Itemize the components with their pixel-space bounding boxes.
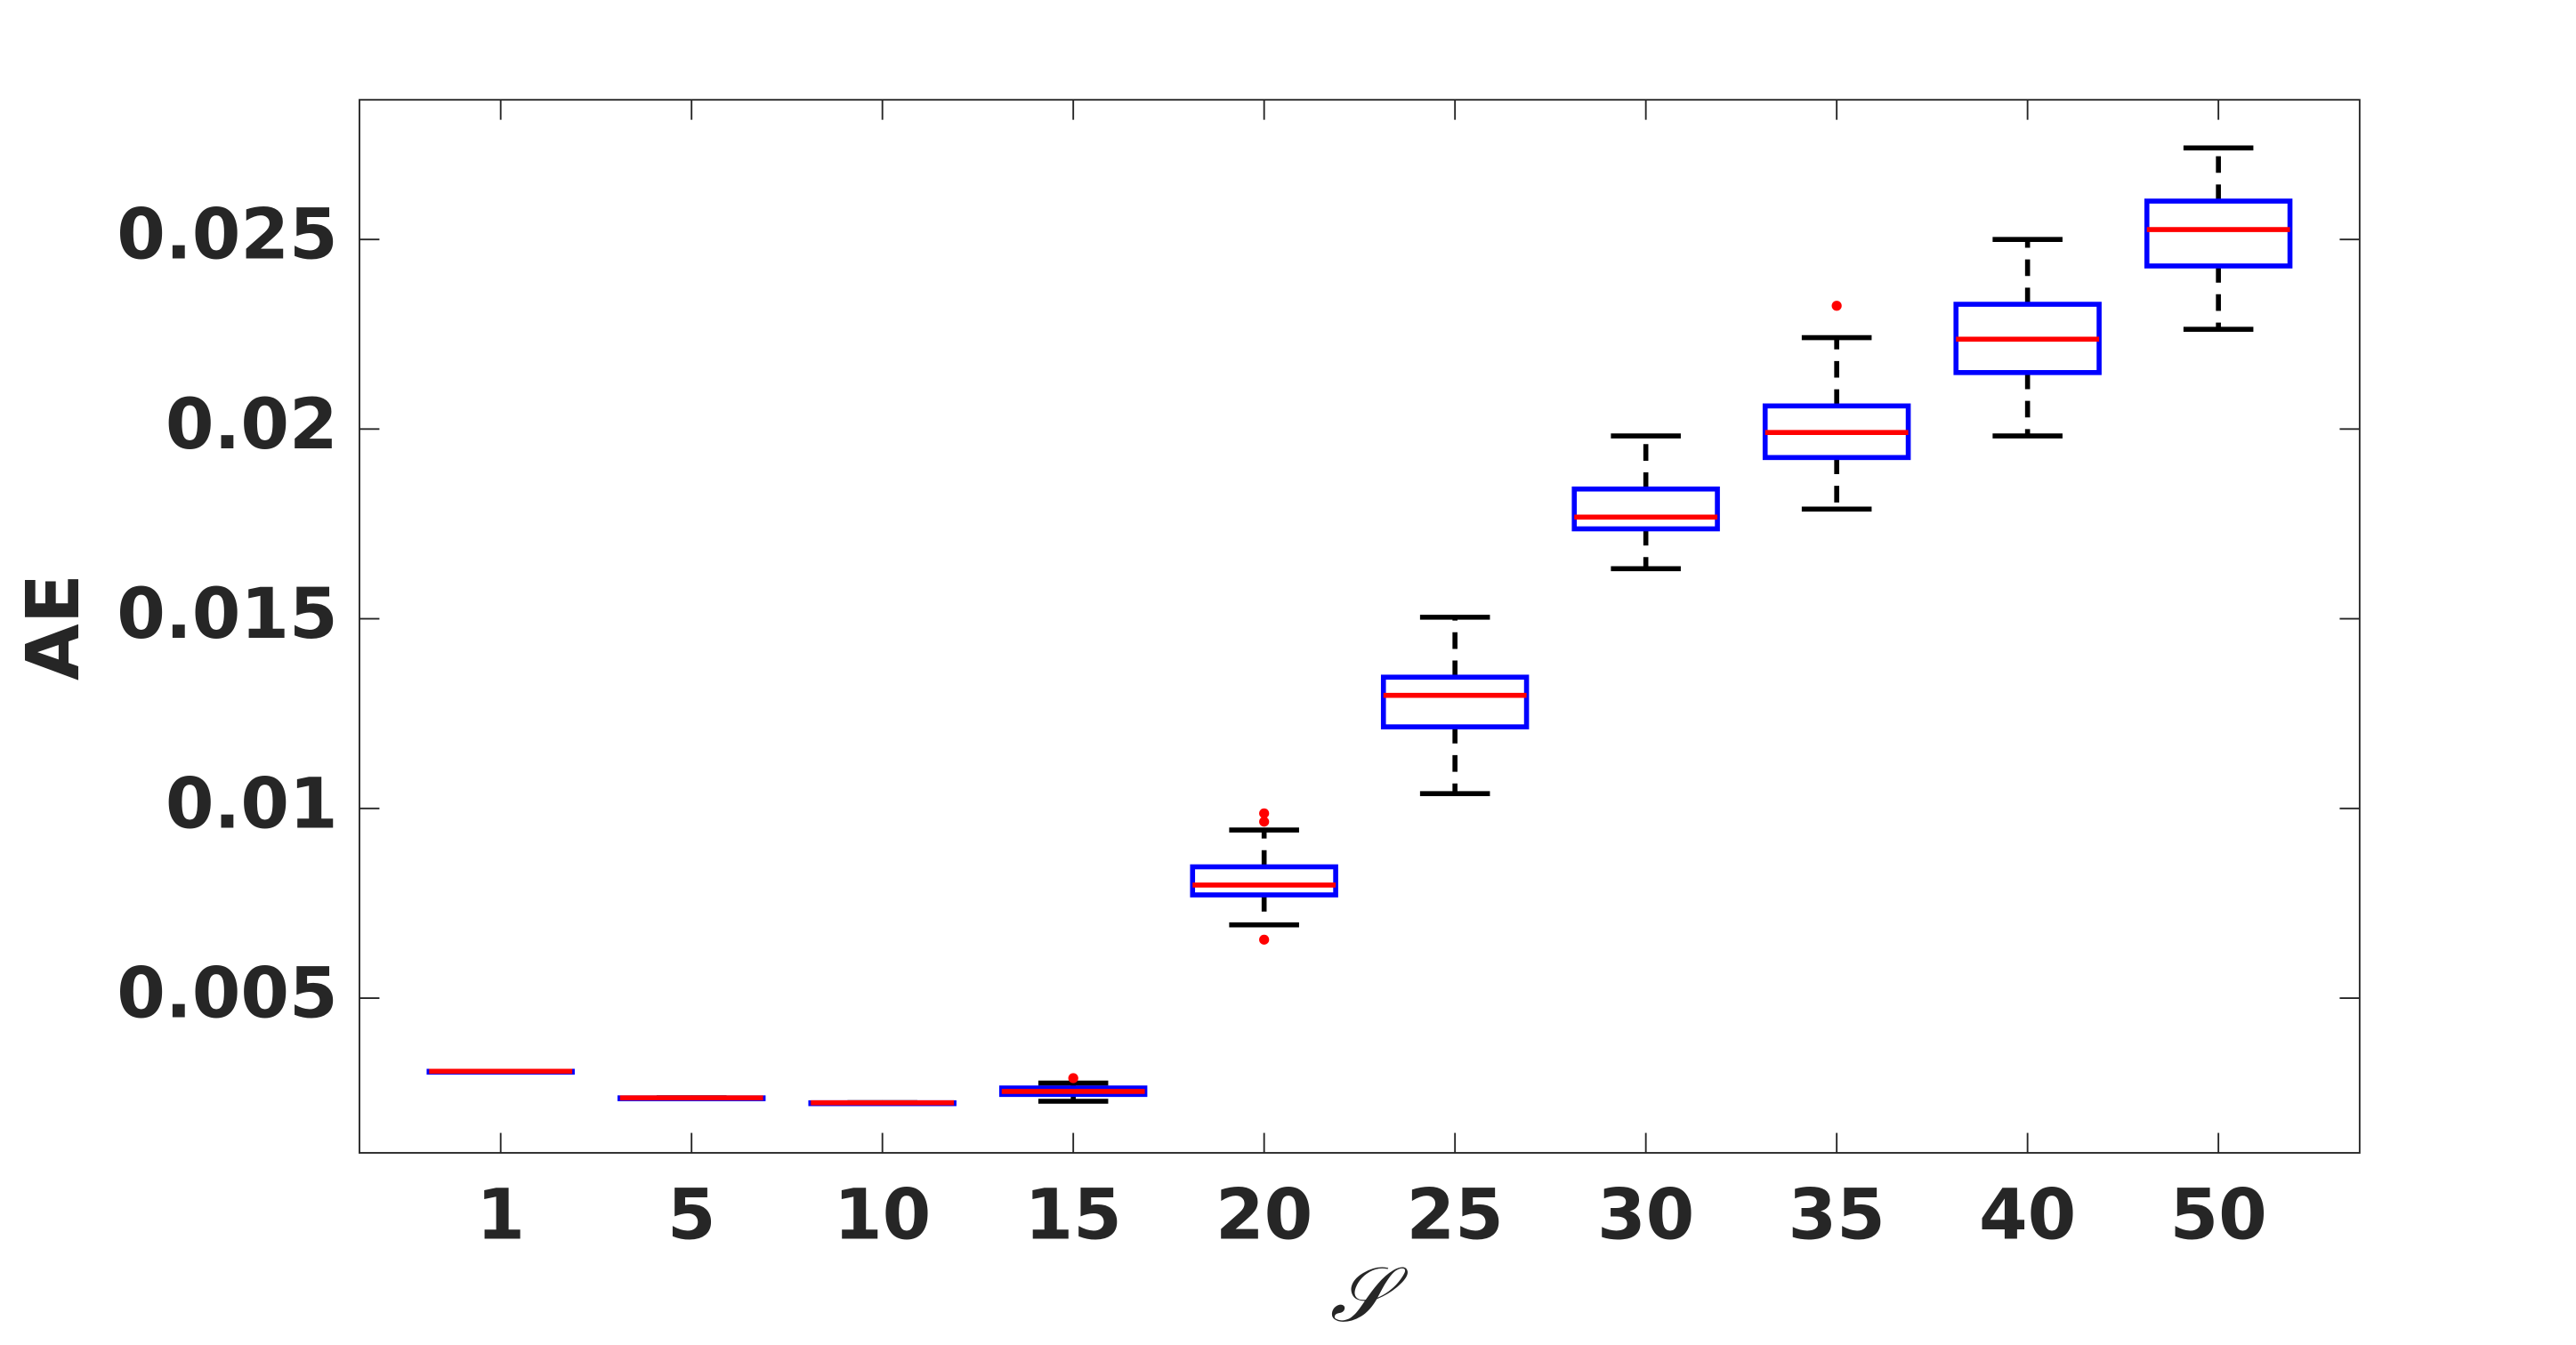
x-tick-label: 40 — [1979, 1173, 2076, 1255]
x-tick-label: 5 — [667, 1173, 716, 1255]
x-tick-label: 10 — [834, 1173, 931, 1255]
x-tick-label: 20 — [1215, 1173, 1312, 1255]
x-tick-label: 50 — [2169, 1173, 2266, 1255]
outlier — [1259, 934, 1270, 945]
y-tick-label: 0.005 — [117, 952, 337, 1034]
outlier — [1259, 817, 1270, 827]
box — [2144, 198, 2293, 269]
box — [1571, 486, 1720, 532]
outlier — [1831, 301, 1842, 311]
x-axis-label: 𝒮 — [1330, 1251, 1409, 1340]
plot-frame — [359, 99, 2361, 1154]
y-tick-label: 0.02 — [166, 383, 338, 465]
y-tick-label: 0.025 — [117, 194, 337, 276]
box — [1380, 674, 1530, 729]
y-tick-label: 0.01 — [166, 762, 338, 844]
y-axis-label: AE — [12, 574, 96, 681]
x-tick-label: 30 — [1597, 1173, 1694, 1255]
outlier — [1259, 808, 1270, 818]
x-tick-label: 35 — [1789, 1173, 1886, 1255]
x-tick-label: 1 — [476, 1173, 525, 1255]
box — [1190, 864, 1338, 898]
x-tick-label: 25 — [1407, 1173, 1504, 1255]
y-tick-label: 0.015 — [117, 573, 337, 655]
x-tick-label: 15 — [1025, 1173, 1122, 1255]
outlier — [1068, 1073, 1078, 1083]
